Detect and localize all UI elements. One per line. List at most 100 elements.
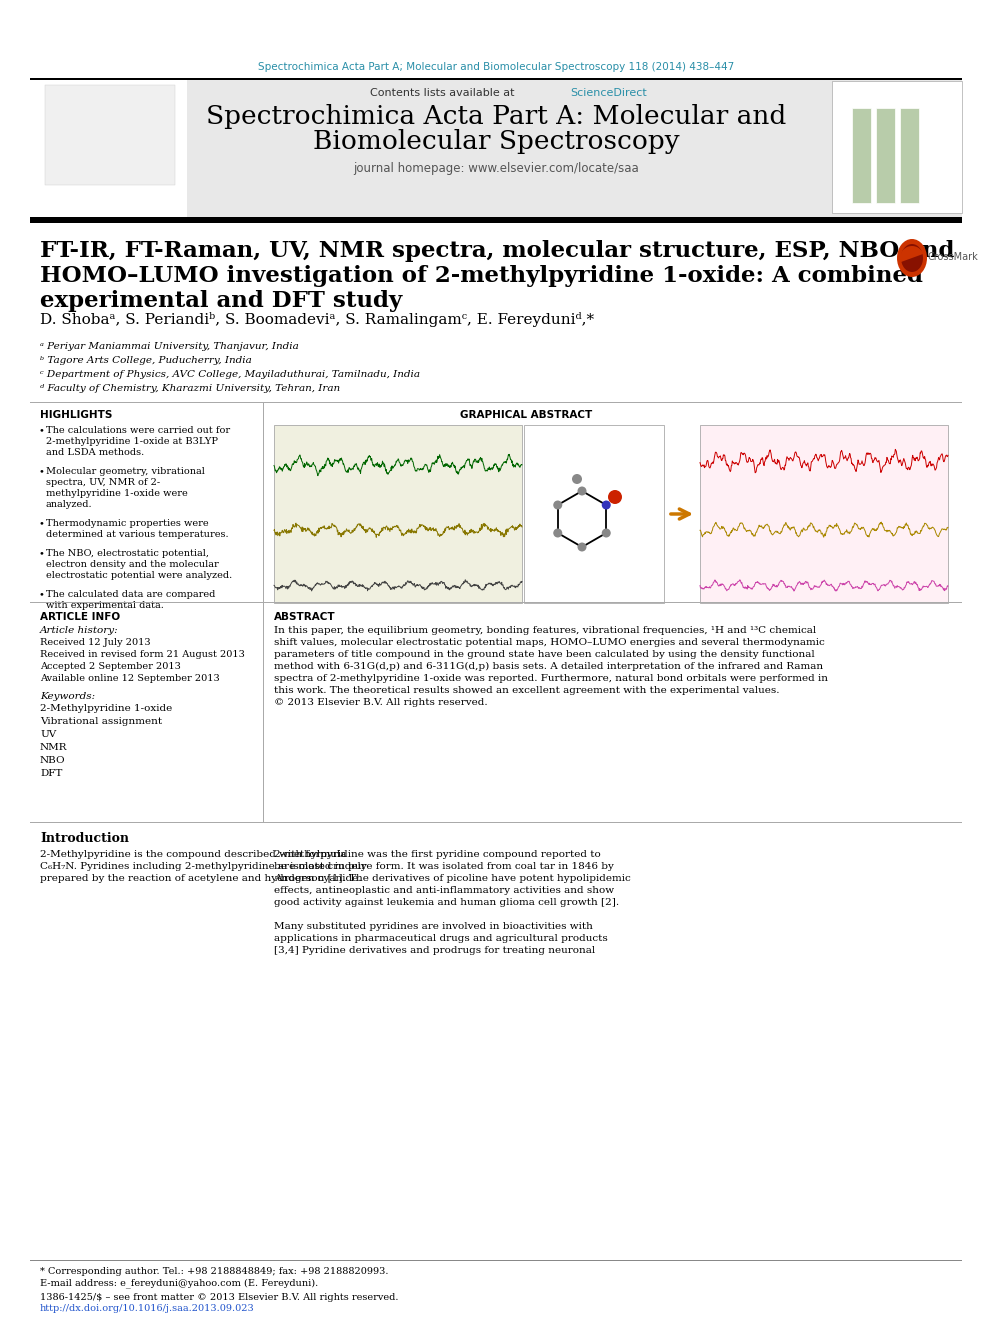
Text: HOMO–LUMO investigation of 2-methylpyridine 1-oxide: A combined: HOMO–LUMO investigation of 2-methylpyrid… xyxy=(40,265,923,287)
Text: B3LYP: B3LYP xyxy=(278,554,311,565)
Text: Many substituted pyridines are involved in bioactivities with: Many substituted pyridines are involved … xyxy=(274,922,593,931)
Text: Spectrochimica Acta Part A; Molecular and Biomolecular Spectroscopy 118 (2014) 4: Spectrochimica Acta Part A; Molecular an… xyxy=(258,62,734,71)
Circle shape xyxy=(577,487,586,496)
Text: effects, antineoplastic and anti-inflammatory activities and show: effects, antineoplastic and anti-inflamm… xyxy=(274,886,614,894)
Text: Keywords:: Keywords: xyxy=(40,692,95,701)
Text: ᶜ Department of Physics, AVC College, Mayiladuthurai, Tamilnadu, India: ᶜ Department of Physics, AVC College, Ma… xyxy=(40,370,420,378)
Text: Received in revised form 21 August 2013: Received in revised form 21 August 2013 xyxy=(40,650,245,659)
Text: shift values, molecular electrostatic potential maps, HOMO–LUMO energies and sev: shift values, molecular electrostatic po… xyxy=(274,638,824,647)
Text: Accepted 2 September 2013: Accepted 2 September 2013 xyxy=(40,662,181,671)
Text: SPECTROCHIMICA
        ACTA: SPECTROCHIMICA ACTA xyxy=(858,89,935,107)
Text: © 2013 Elsevier B.V. All rights reserved.: © 2013 Elsevier B.V. All rights reserved… xyxy=(274,699,488,706)
Text: FT-Raman: FT-Raman xyxy=(704,429,758,439)
Text: In this paper, the equilibrium geometry, bonding features, vibrational frequenci: In this paper, the equilibrium geometry,… xyxy=(274,626,816,635)
Text: The calculations were carried out for: The calculations were carried out for xyxy=(46,426,230,435)
Text: •: • xyxy=(39,519,45,528)
Text: ELSEVIER: ELSEVIER xyxy=(65,169,154,188)
Text: 🌳: 🌳 xyxy=(98,114,122,152)
Circle shape xyxy=(554,500,562,509)
Ellipse shape xyxy=(897,239,927,277)
Bar xyxy=(30,79,962,217)
Text: analyzed.: analyzed. xyxy=(46,500,92,509)
Text: C₆H₇N. Pyridines including 2-methylpyridine are most crudely: C₆H₇N. Pyridines including 2-methylpyrid… xyxy=(40,863,367,871)
Text: NBO: NBO xyxy=(40,755,65,765)
Text: ᵇ Tagore Arts College, Puducherry, India: ᵇ Tagore Arts College, Puducherry, India xyxy=(40,356,252,365)
Text: Biomolecular Spectroscopy: Biomolecular Spectroscopy xyxy=(312,130,680,153)
Circle shape xyxy=(577,542,586,552)
Bar xyxy=(30,79,187,217)
Text: * Corresponding author. Tel.: +98 2188848849; fax: +98 2188820993.: * Corresponding author. Tel.: +98 218884… xyxy=(40,1267,389,1275)
Text: Spectrochimica Acta Part A: Molecular and: Spectrochimica Acta Part A: Molecular an… xyxy=(206,105,786,130)
Bar xyxy=(30,78,962,79)
Text: spectra, UV, NMR of 2-: spectra, UV, NMR of 2- xyxy=(46,478,160,487)
Text: spectra of 2-methylpyridine 1-oxide was reported. Furthermore, natural bond orbi: spectra of 2-methylpyridine 1-oxide was … xyxy=(274,673,828,683)
Text: •: • xyxy=(39,590,45,599)
Bar xyxy=(45,85,175,185)
Bar xyxy=(274,425,522,603)
Bar xyxy=(700,425,948,603)
Text: ᵃ Periyar Maniammai University, Thanjavur, India: ᵃ Periyar Maniammai University, Thanjavu… xyxy=(40,343,299,351)
Text: determined at various temperatures.: determined at various temperatures. xyxy=(46,531,228,538)
Text: Thermodynamic properties were: Thermodynamic properties were xyxy=(46,519,208,528)
Text: The NBO, electrostatic potential,: The NBO, electrostatic potential, xyxy=(46,549,209,558)
Bar xyxy=(832,81,962,213)
Text: and LSDA methods.: and LSDA methods. xyxy=(46,448,144,456)
Text: applications in pharmaceutical drugs and agricultural products: applications in pharmaceutical drugs and… xyxy=(274,934,608,943)
Text: UV: UV xyxy=(40,730,57,740)
Text: experimental and DFT study: experimental and DFT study xyxy=(40,290,402,312)
Text: good activity against leukemia and human glioma cell growth [2].: good activity against leukemia and human… xyxy=(274,898,619,908)
Wedge shape xyxy=(900,246,924,262)
Text: parameters of title compound in the ground state have been calculated by using t: parameters of title compound in the grou… xyxy=(274,650,814,659)
Text: 2-Methylpyridine is the compound described with formula: 2-Methylpyridine is the compound describ… xyxy=(40,849,346,859)
Text: electron density and the molecular: electron density and the molecular xyxy=(46,560,219,569)
Text: prepared by the reaction of acetylene and hydrogen cyanide.: prepared by the reaction of acetylene an… xyxy=(40,875,361,882)
Text: •: • xyxy=(39,467,45,476)
Text: http://dx.doi.org/10.1016/j.saa.2013.09.023: http://dx.doi.org/10.1016/j.saa.2013.09.… xyxy=(40,1304,255,1312)
Text: GRAPHICAL ABSTRACT: GRAPHICAL ABSTRACT xyxy=(460,410,592,419)
Text: E-mail address: e_fereyduni@yahoo.com (E. Fereyduni).: E-mail address: e_fereyduni@yahoo.com (E… xyxy=(40,1278,318,1287)
Text: ABSTRACT: ABSTRACT xyxy=(274,613,335,622)
Text: Introduction: Introduction xyxy=(40,832,129,845)
Text: FT-IR, FT-Raman, UV, NMR spectra, molecular structure, ESP, NBO and: FT-IR, FT-Raman, UV, NMR spectra, molecu… xyxy=(40,239,954,262)
Text: 1386-1425/$ – see front matter © 2013 Elsevier B.V. All rights reserved.: 1386-1425/$ – see front matter © 2013 El… xyxy=(40,1293,399,1302)
Text: methylpyridine 1-oxide were: methylpyridine 1-oxide were xyxy=(46,490,187,497)
Text: Molecular geometry, vibrational: Molecular geometry, vibrational xyxy=(46,467,205,476)
Text: CrossMark: CrossMark xyxy=(928,251,979,262)
Text: journal homepage: www.elsevier.com/locate/saa: journal homepage: www.elsevier.com/locat… xyxy=(353,161,639,175)
Text: NMR: NMR xyxy=(40,744,67,751)
Circle shape xyxy=(608,490,622,504)
Text: 2-Methylpyridine 1-oxide: 2-Methylpyridine 1-oxide xyxy=(40,704,173,713)
Text: D. Shobaᵃ, S. Periandiᵇ, S. Boomadeviᵃ, S. Ramalingamᶜ, E. Fereyduniᵈ,*: D. Shobaᵃ, S. Periandiᵇ, S. Boomadeviᵃ, … xyxy=(40,312,594,327)
Text: ScienceDirect: ScienceDirect xyxy=(570,89,647,98)
Text: •: • xyxy=(39,426,45,435)
Text: Received 12 July 2013: Received 12 July 2013 xyxy=(40,638,151,647)
Bar xyxy=(524,425,664,603)
Text: The calculated data are compared: The calculated data are compared xyxy=(46,590,215,599)
Text: Contents lists available at: Contents lists available at xyxy=(370,89,518,98)
Text: Available online 12 September 2013: Available online 12 September 2013 xyxy=(40,673,220,683)
Text: 2-methylpyridine was the first pyridine compound reported to: 2-methylpyridine was the first pyridine … xyxy=(274,849,601,859)
Circle shape xyxy=(554,528,562,537)
Text: method with 6-31G(d,p) and 6-311G(d,p) basis sets. A detailed interpretation of : method with 6-31G(d,p) and 6-311G(d,p) b… xyxy=(274,662,823,671)
Circle shape xyxy=(602,528,611,537)
Text: be isolated in pure form. It was isolated from coal tar in 1846 by: be isolated in pure form. It was isolate… xyxy=(274,863,614,871)
Text: with experimental data.: with experimental data. xyxy=(46,601,164,610)
Ellipse shape xyxy=(901,243,923,273)
Text: •: • xyxy=(39,549,45,558)
Circle shape xyxy=(602,500,611,509)
Bar xyxy=(852,108,871,202)
Text: 2-methylpyridine 1-oxide at B3LYP: 2-methylpyridine 1-oxide at B3LYP xyxy=(46,437,218,446)
Bar xyxy=(876,108,895,202)
Bar xyxy=(900,108,919,202)
Text: B3LYP: B3LYP xyxy=(704,554,737,565)
Text: HIGHLIGHTS: HIGHLIGHTS xyxy=(40,410,112,419)
Text: Vibrational assignment: Vibrational assignment xyxy=(40,717,162,726)
Text: DFT: DFT xyxy=(40,769,62,778)
Text: this work. The theoretical results showed an excellent agreement with the experi: this work. The theoretical results showe… xyxy=(274,687,780,695)
Text: Anderson [1]. The derivatives of picoline have potent hypolipidemic: Anderson [1]. The derivatives of picolin… xyxy=(274,875,631,882)
Text: LSDA: LSDA xyxy=(278,500,307,509)
Text: electrostatic potential were analyzed.: electrostatic potential were analyzed. xyxy=(46,572,232,579)
Text: ARTICLE INFO: ARTICLE INFO xyxy=(40,613,120,622)
Text: [3,4] Pyridine derivatives and prodrugs for treating neuronal: [3,4] Pyridine derivatives and prodrugs … xyxy=(274,946,595,955)
Text: ᵈ Faculty of Chemistry, Kharazmi University, Tehran, Iran: ᵈ Faculty of Chemistry, Kharazmi Univers… xyxy=(40,384,340,393)
